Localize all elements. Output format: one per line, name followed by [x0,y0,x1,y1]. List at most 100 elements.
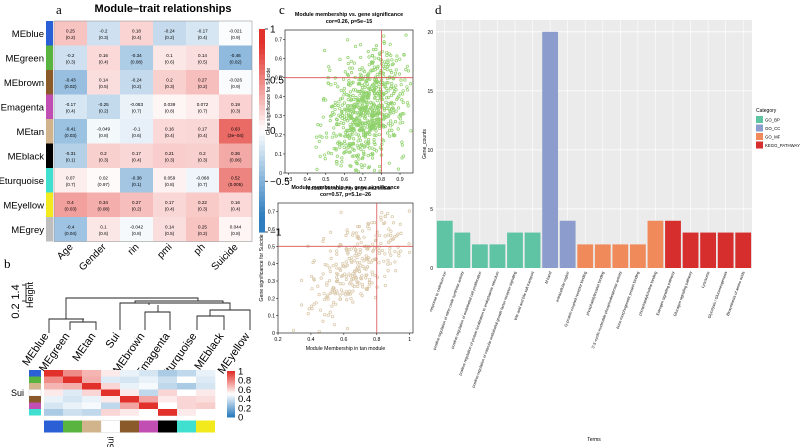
scatter-point [325,135,329,139]
scatter-point [396,127,400,131]
cell-pvalue: (0.3) [198,157,208,162]
cell-value: -0.41 [65,126,76,131]
colorbar-segment [259,186,265,192]
dendro-y-tick-label: 0.2 [10,303,22,318]
scatter-point [388,42,392,46]
cell-value: 0.2 [100,151,107,156]
scatter-point [377,164,382,169]
scatter-point [341,261,345,266]
y-tick-label: 0.4 [275,95,282,101]
scatter-point [346,252,350,256]
adjacency-colorbar-segment [227,398,235,401]
adjacency-cell [196,383,216,390]
cell-pvalue: (0.97) [97,182,109,187]
cell-pvalue: (0.4) [99,59,109,64]
scatter-point [378,74,382,78]
scatter-point [310,306,314,311]
scatter-point [360,66,364,70]
scatter-point [379,87,383,92]
dendrogram-branches [48,297,251,333]
dendro-leaf-label: Sui [104,331,123,351]
adjacency-cell [196,376,216,384]
adjacency-cell [63,389,83,397]
scatter-point [334,146,338,151]
scatter-point [366,72,370,76]
adjacency-colorbar-segment [227,404,235,407]
scatter-point [329,256,333,260]
cell-pvalue: (0.2) [132,84,142,89]
adjacency-colorbar-segment [227,395,235,398]
adjacency-row-color [29,396,41,403]
scatter-point [351,80,355,84]
adjacency-cell [139,376,159,384]
adjacency-cell [196,370,216,377]
cell-value: -0.24 [164,28,175,33]
colorbar-segment [259,34,265,40]
scatter-point [347,79,351,83]
heatmap-cell [87,168,120,193]
scatter-point [372,65,377,69]
scatter-point [372,220,377,225]
bar [735,232,752,268]
scatter-point [403,78,407,82]
adjacency-col-color [196,420,215,433]
scatter-point [316,284,320,288]
scatter-point [346,55,350,60]
scatter-point [349,59,353,63]
scatter-point [358,247,362,252]
scatter-point [359,55,363,60]
scatter-point [322,236,326,241]
heatmap-cell [120,119,153,144]
scatter-point [404,33,408,37]
cell-pvalue: (0.2) [165,35,175,40]
scatter-point [341,282,345,286]
x-tick-label: 0.4 [307,337,314,343]
x-tick-label: 0.4 [304,177,311,183]
row-color-swatch [46,168,53,193]
scatter-point [382,65,386,69]
scatter-point [321,272,325,276]
scatter-point [393,260,397,264]
scatter-point [316,122,320,127]
scatter-point [348,94,352,98]
scatter-point [350,66,355,70]
colorbar-segment [259,94,265,101]
bar [471,244,488,268]
colorbar-segment [259,89,265,96]
scatter-point [347,150,351,154]
cell-value: 0.27 [132,200,141,205]
scatter-point [351,93,355,98]
adjacency-colorbar-segment [227,374,235,377]
scatter-point [386,269,390,273]
scatter-point [342,101,347,105]
heatmap-cell [219,168,252,193]
scatter-point [340,103,344,107]
scatter-point [394,68,398,72]
scatter-point [368,132,372,137]
bar-category-label: bile acid and bile salt transport [514,270,536,320]
row-color-swatch [46,217,53,242]
scatter-point [362,126,367,130]
cell-pvalue: (0.8) [165,182,175,187]
scatter-point [328,249,333,253]
bar-x-label: Terms [587,437,601,443]
adjacency-cell [120,409,140,416]
scatter-point [365,101,369,105]
scatter-point [384,115,388,119]
cell-pvalue: (0.08) [97,206,109,211]
scatter-point [397,72,402,76]
scatter-point [396,106,401,110]
heatmap-cell [54,45,87,70]
scatter-point [325,263,329,267]
legend-label: GO_BP [765,118,780,123]
legend-label: KEGG_PATHWAY [765,143,800,148]
adjacency-cell [101,376,121,384]
scatter-point [391,62,395,66]
heatmap-cell [120,21,153,46]
heatmap-cell [186,192,219,217]
colorbar-segment [259,145,265,152]
bar-plot-background [436,20,752,268]
scatter-point [359,276,363,280]
scatter-point [390,237,394,241]
cell-pvalue: (0.3) [165,157,175,162]
